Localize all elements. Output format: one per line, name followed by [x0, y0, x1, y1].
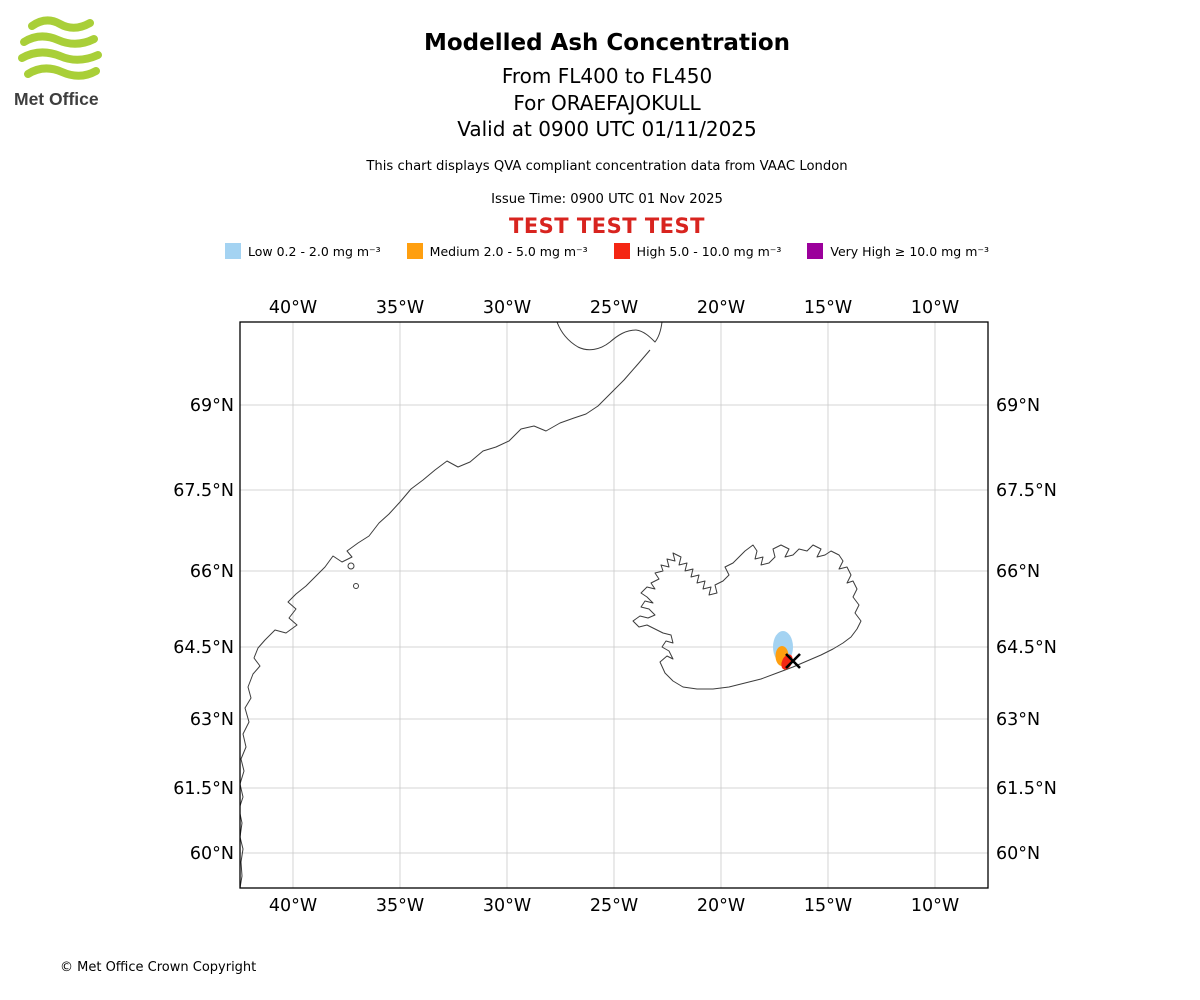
legend-swatch-very-high-icon	[807, 243, 824, 259]
iceland-coastline	[632, 544, 862, 690]
x-tick-label: 15°W	[804, 298, 852, 318]
x-tick-label: 25°W	[590, 896, 638, 916]
x-axis-top-labels: 40°W 35°W 30°W 25°W 20°W 15°W 10°W	[269, 298, 959, 318]
x-tick-label: 25°W	[590, 298, 638, 318]
page-title: Modelled Ash Concentration	[423, 30, 791, 56]
copyright-notice: © Met Office Crown Copyright	[60, 960, 257, 975]
y-tick-label: 69°N	[190, 396, 234, 416]
x-axis-bottom-labels: 40°W 35°W 30°W 25°W 20°W 15°W 10°W	[269, 896, 959, 916]
y-tick-label: 64.5°N	[173, 638, 234, 658]
volcano-x-marker	[785, 653, 801, 669]
issue-time: Issue Time: 0900 UTC 01 Nov 2025	[491, 192, 723, 207]
grid-lines	[240, 322, 988, 888]
y-tick-label: 69°N	[996, 396, 1040, 416]
y-tick-label: 61.5°N	[173, 779, 234, 799]
x-tick-label: 30°W	[483, 298, 531, 318]
legend-item-low: Low 0.2 - 2.0 mg m⁻³	[225, 243, 381, 259]
y-axis-left-labels: 69°N 67.5°N 66°N 64.5°N 63°N 61.5°N 60°N	[173, 396, 234, 864]
legend-swatch-low-icon	[225, 243, 241, 259]
subtitle-valid-time: Valid at 0900 UTC 01/11/2025	[457, 117, 757, 141]
coastlines	[240, 322, 862, 888]
y-tick-label: 67.5°N	[996, 481, 1057, 501]
map-border	[239, 321, 989, 889]
ash-contours	[773, 631, 801, 670]
y-tick-label: 66°N	[996, 562, 1040, 582]
x-tick-label: 35°W	[376, 896, 424, 916]
x-tick-label: 10°W	[911, 298, 959, 318]
legend-item-very-high: Very High ≥ 10.0 mg m⁻³	[807, 243, 989, 259]
x-tick-label: 20°W	[697, 298, 745, 318]
y-tick-label: 66°N	[190, 562, 234, 582]
legend-swatch-high-icon	[613, 243, 630, 259]
test-banner: TEST TEST TEST	[509, 214, 705, 238]
x-tick-label: 40°W	[269, 896, 317, 916]
met-office-waves-icon	[18, 16, 102, 80]
legend-label-medium: Medium 2.0 - 5.0 mg m⁻³	[429, 243, 588, 259]
subtitle-volcano: For ORAEFAJOKULL	[513, 91, 701, 115]
legend-label-very-high: Very High ≥ 10.0 mg m⁻³	[830, 243, 989, 259]
y-tick-label: 61.5°N	[996, 779, 1057, 799]
compliance-note: This chart displays QVA compliant concen…	[366, 159, 848, 174]
subtitle-flight-levels: From FL400 to FL450	[501, 64, 713, 88]
x-tick-label: 10°W	[911, 896, 959, 916]
legend-label-high: High 5.0 - 10.0 mg m⁻³	[636, 243, 782, 259]
y-tick-label: 63°N	[996, 710, 1040, 730]
y-tick-label: 63°N	[190, 710, 234, 730]
met-office-brand-text: Met Office	[14, 89, 99, 109]
legend-item-high: High 5.0 - 10.0 mg m⁻³	[613, 243, 782, 259]
x-tick-label: 30°W	[483, 896, 531, 916]
met-office-logo: Met Office	[14, 16, 126, 110]
y-axis-right-labels: 69°N 67.5°N 66°N 64.5°N 63°N 61.5°N 60°N	[996, 396, 1057, 864]
x-tick-label: 20°W	[697, 896, 745, 916]
small-island	[353, 583, 359, 589]
legend-label-low: Low 0.2 - 2.0 mg m⁻³	[248, 243, 381, 259]
x-tick-label: 40°W	[269, 298, 317, 318]
legend-swatch-medium-icon	[406, 243, 423, 259]
y-tick-label: 67.5°N	[173, 481, 234, 501]
y-tick-label: 60°N	[190, 844, 234, 864]
ash-map: 40°W 35°W 30°W 25°W 20°W 15°W 10°W 40°W …	[173, 298, 1057, 916]
x-tick-label: 35°W	[376, 298, 424, 318]
legend-item-medium: Medium 2.0 - 5.0 mg m⁻³	[406, 243, 588, 259]
small-island	[347, 562, 355, 570]
y-tick-label: 60°N	[996, 844, 1040, 864]
greenland-top-coastline	[556, 322, 663, 351]
x-tick-label: 15°W	[804, 896, 852, 916]
legend: Low 0.2 - 2.0 mg m⁻³ Medium 2.0 - 5.0 mg…	[14, 243, 1200, 259]
y-tick-label: 64.5°N	[996, 638, 1057, 658]
greenland-coastline	[240, 349, 651, 888]
